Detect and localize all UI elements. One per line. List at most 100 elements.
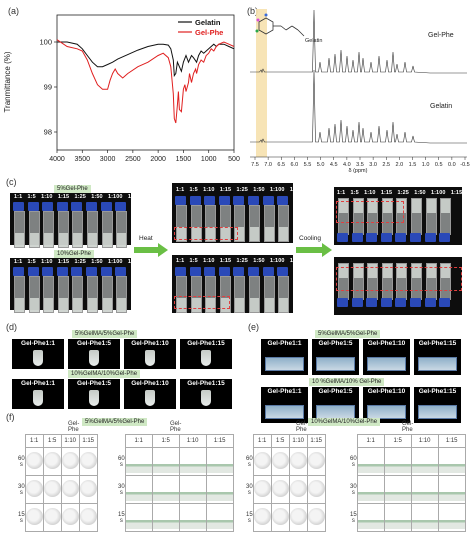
side-view-image (125, 478, 152, 501)
ratio-label: 1:10 (41, 259, 53, 265)
ratio-label: 1:150 (289, 258, 305, 264)
vials-10-initial: 1:1 1:5 1:10 1:15 1:25 1:50 1:100 1:150 (10, 258, 142, 313)
vials-10-cooled (334, 257, 462, 315)
ratio-row-5-heated: 1:1 1:5 1:10 1:15 1:25 1:50 1:100 1:150 (176, 187, 310, 193)
gel-tube (145, 390, 155, 406)
column-header: 1:5 (151, 434, 180, 448)
well-image (43, 452, 61, 469)
tag-f-left: 5%GelMA/5%Gel-Phe (82, 418, 148, 426)
ratio-label: 1:1 (176, 258, 185, 264)
tag-f-right: 10%GelMA/10%Gel-Phe (308, 418, 381, 426)
vial (175, 267, 187, 313)
well-image (289, 508, 307, 525)
row-label: 15 s (18, 511, 25, 524)
ratio-label: 1:50 (253, 187, 265, 193)
panel-label-a: (a) (8, 6, 19, 16)
slab-photo: Gel-Phe1:1 (261, 387, 308, 423)
vial (86, 202, 98, 248)
vial (277, 196, 290, 242)
row-label: 30 s (246, 483, 253, 496)
tag-10-gel-phe: 10%Gel-Phe (54, 250, 95, 258)
ratio-label: 1:100 (430, 190, 446, 196)
column-header: 1:1 (24, 434, 44, 448)
phe-structure-icon (258, 17, 305, 37)
side-view-image (384, 506, 411, 529)
side-view-image (438, 450, 465, 473)
ratio-label: 1:25 (74, 259, 86, 265)
nmr-label-gelatin: Gelatin (430, 103, 452, 110)
ratio-label: 1:10 (203, 258, 215, 264)
side-view-image (152, 450, 179, 473)
ratio-label: 1:5 (189, 258, 198, 264)
vial (410, 263, 422, 308)
gel-slab (316, 357, 355, 371)
vial (71, 267, 84, 313)
vial (395, 263, 408, 308)
side-view-image (438, 478, 465, 501)
gel-slab (316, 405, 355, 419)
tile-label: Gel-Phe1:15 (187, 340, 225, 347)
row-label: 60 s (18, 455, 25, 468)
well-image (289, 480, 307, 497)
well-image (271, 508, 289, 525)
gel-slab (418, 405, 457, 419)
nmr-xtick-label: 3.0 (369, 162, 377, 168)
vial (71, 202, 84, 248)
ratio-label: 1:15 (380, 190, 393, 196)
ratio-label: 1:150 (289, 187, 305, 193)
row-label: 60 s (246, 455, 253, 468)
ftir-xtick-label: 1500 (176, 156, 192, 163)
vial (27, 267, 40, 313)
ftir-xtick-label: 2000 (150, 156, 166, 163)
vial (56, 267, 69, 313)
side-view-image (206, 450, 233, 473)
column-header: 1:15 (306, 434, 326, 448)
legend-text-gel-phe: Gel-Phe (195, 28, 223, 37)
nmr-xlabel: δ (ppm) (349, 168, 368, 174)
ftir-xtick-label: 3000 (100, 156, 116, 163)
well-image (307, 508, 325, 525)
gel-slab (418, 357, 457, 371)
panel-label-b: (b) (247, 6, 258, 16)
vials-5-heated: 1:1 1:5 1:10 1:15 1:25 1:50 1:100 1:150 (172, 183, 304, 243)
tube-photo: Gel-Phe1:5 (68, 339, 120, 369)
vial (189, 267, 202, 313)
panel-f: 5%GelMA/5%Gel-Phe 10%GelMA/10%Gel-Phe Ge… (10, 418, 466, 548)
column-header: 1:5 (42, 434, 62, 448)
well-image (271, 480, 289, 497)
ratio-label: 1:150 (450, 190, 466, 196)
vial (262, 196, 275, 242)
vial (351, 198, 364, 243)
ratio-label: 1:25 (236, 187, 248, 193)
tile-label: Gel-Phe1:5 (318, 340, 353, 347)
tile-label: Gel-Phe1:10 (367, 388, 406, 395)
vials-10-heated: 1:1 1:5 1:10 1:15 1:25 1:50 1:100 1:150 (172, 255, 304, 313)
well-image (253, 480, 271, 497)
highlight-box (336, 201, 404, 223)
ratio-row-5-cooled: 1:1 1:5 1:10 1:15 1:25 1:50 1:100 1:150 (337, 190, 470, 196)
cooling-arrow-icon (296, 243, 332, 257)
slab-photo: Gel-Phe1:5 (312, 339, 359, 375)
well-image (25, 480, 43, 497)
ratio-label: 1:5 (27, 259, 36, 265)
side-view-image (411, 450, 438, 473)
ratio-row-10-initial: 1:1 1:5 1:10 1:15 1:25 1:50 1:100 1:150 (14, 259, 148, 265)
well-grid: 1:1 1:5 1:10 1:15 60 s 30 s 15 s (350, 434, 466, 532)
vial (204, 196, 217, 242)
vial (218, 196, 231, 242)
panel-d: 5%GelMA/5%Gel-Phe 10%GelMA/10%Gel-Phe Ge… (12, 330, 238, 410)
ratio-label: 1:100 (107, 259, 123, 265)
ftir-ytick-label: 100 (39, 38, 52, 47)
panel-e: 5%GelMA/5%Gel-Phe 10 %GelMA/10% Gel-Phe … (255, 330, 467, 423)
slab-photo: Gel-Phe1:10 (363, 387, 410, 423)
vials-5-cooled: 1:1 1:5 1:10 1:15 1:25 1:50 1:100 1:150 (334, 187, 465, 245)
ratio-label: 1:50 (91, 194, 103, 200)
well-image (79, 452, 97, 469)
ftir-xtick-label: 1000 (201, 156, 217, 163)
gel-tube (201, 350, 211, 366)
column-header: 1:1 (124, 434, 153, 448)
vial (395, 198, 408, 243)
ratio-label: 1:100 (269, 258, 285, 264)
vial (42, 202, 55, 248)
column-header: 1:5 (383, 434, 412, 448)
